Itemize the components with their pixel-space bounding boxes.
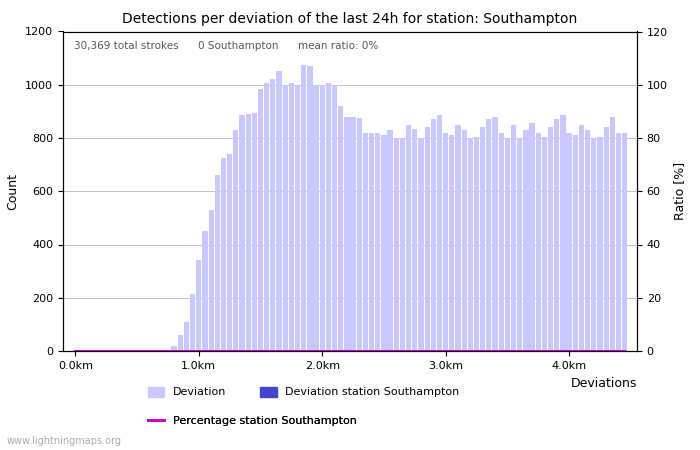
- Bar: [128, 350, 134, 351]
- Bar: [505, 138, 510, 351]
- Bar: [221, 158, 226, 351]
- Bar: [400, 138, 405, 351]
- Bar: [610, 117, 615, 351]
- Bar: [184, 322, 189, 351]
- Text: Deviations: Deviations: [570, 377, 637, 390]
- Bar: [419, 138, 423, 351]
- Bar: [147, 350, 152, 351]
- Bar: [356, 118, 362, 351]
- Bar: [202, 231, 208, 351]
- Bar: [474, 137, 479, 351]
- Bar: [536, 133, 541, 351]
- Bar: [270, 79, 276, 351]
- Bar: [430, 119, 436, 351]
- Bar: [134, 350, 140, 351]
- Bar: [424, 127, 430, 351]
- Bar: [456, 125, 461, 351]
- Bar: [314, 85, 318, 351]
- Bar: [363, 133, 368, 351]
- Title: Detections per deviation of the last 24h for station: Southampton: Detections per deviation of the last 24h…: [122, 12, 577, 26]
- Bar: [165, 350, 171, 351]
- Text: www.lightningmaps.org: www.lightningmaps.org: [7, 436, 122, 446]
- Bar: [449, 135, 454, 351]
- Bar: [288, 83, 294, 351]
- Text: 30,369 total strokes      0 Southampton      mean ratio: 0%: 30,369 total strokes 0 Southampton mean …: [74, 41, 379, 51]
- Bar: [412, 129, 417, 351]
- Bar: [486, 119, 491, 351]
- Bar: [320, 85, 325, 351]
- Bar: [388, 130, 393, 351]
- Bar: [616, 133, 621, 351]
- Bar: [622, 133, 627, 351]
- Bar: [573, 135, 578, 351]
- Bar: [437, 115, 442, 351]
- Bar: [301, 65, 307, 351]
- Bar: [468, 138, 473, 351]
- Bar: [511, 125, 516, 351]
- Bar: [560, 115, 566, 351]
- Bar: [517, 138, 522, 351]
- Bar: [233, 130, 239, 351]
- Bar: [443, 133, 448, 351]
- Bar: [178, 335, 183, 351]
- Bar: [498, 133, 504, 351]
- Bar: [406, 125, 412, 351]
- Bar: [566, 133, 572, 351]
- Bar: [597, 137, 603, 351]
- Bar: [227, 154, 232, 351]
- Bar: [276, 72, 281, 351]
- Bar: [190, 294, 195, 351]
- Bar: [295, 85, 300, 351]
- Bar: [153, 350, 158, 351]
- Bar: [258, 89, 263, 351]
- Bar: [264, 83, 270, 351]
- Y-axis label: Ratio [%]: Ratio [%]: [673, 162, 687, 220]
- Bar: [141, 350, 146, 351]
- Bar: [603, 127, 609, 351]
- Bar: [172, 346, 176, 351]
- Bar: [196, 261, 202, 351]
- Bar: [524, 130, 528, 351]
- Bar: [554, 119, 559, 351]
- Bar: [592, 138, 596, 351]
- Bar: [369, 133, 375, 351]
- Bar: [492, 117, 498, 351]
- Bar: [542, 137, 547, 351]
- Bar: [73, 350, 78, 351]
- Bar: [529, 123, 535, 351]
- Bar: [79, 350, 84, 351]
- Bar: [480, 127, 485, 351]
- Bar: [382, 135, 386, 351]
- Bar: [91, 350, 97, 351]
- Bar: [332, 85, 337, 351]
- Bar: [326, 83, 331, 351]
- Bar: [548, 127, 553, 351]
- Bar: [97, 350, 103, 351]
- Bar: [159, 350, 164, 351]
- Legend: Percentage station Southampton: Percentage station Southampton: [144, 411, 361, 431]
- Y-axis label: Count: Count: [6, 173, 20, 210]
- Bar: [351, 117, 356, 351]
- Bar: [461, 130, 467, 351]
- Bar: [338, 106, 344, 351]
- Bar: [344, 117, 349, 351]
- Bar: [307, 66, 312, 351]
- Bar: [110, 350, 115, 351]
- Bar: [246, 114, 251, 351]
- Bar: [85, 350, 90, 351]
- Bar: [209, 210, 214, 351]
- Bar: [116, 350, 121, 351]
- Bar: [239, 115, 244, 351]
- Bar: [393, 138, 399, 351]
- Bar: [585, 130, 590, 351]
- Bar: [375, 133, 380, 351]
- Bar: [104, 350, 108, 351]
- Bar: [215, 175, 220, 351]
- Bar: [283, 85, 288, 351]
- Bar: [579, 125, 584, 351]
- Bar: [252, 112, 257, 351]
- Bar: [122, 350, 127, 351]
